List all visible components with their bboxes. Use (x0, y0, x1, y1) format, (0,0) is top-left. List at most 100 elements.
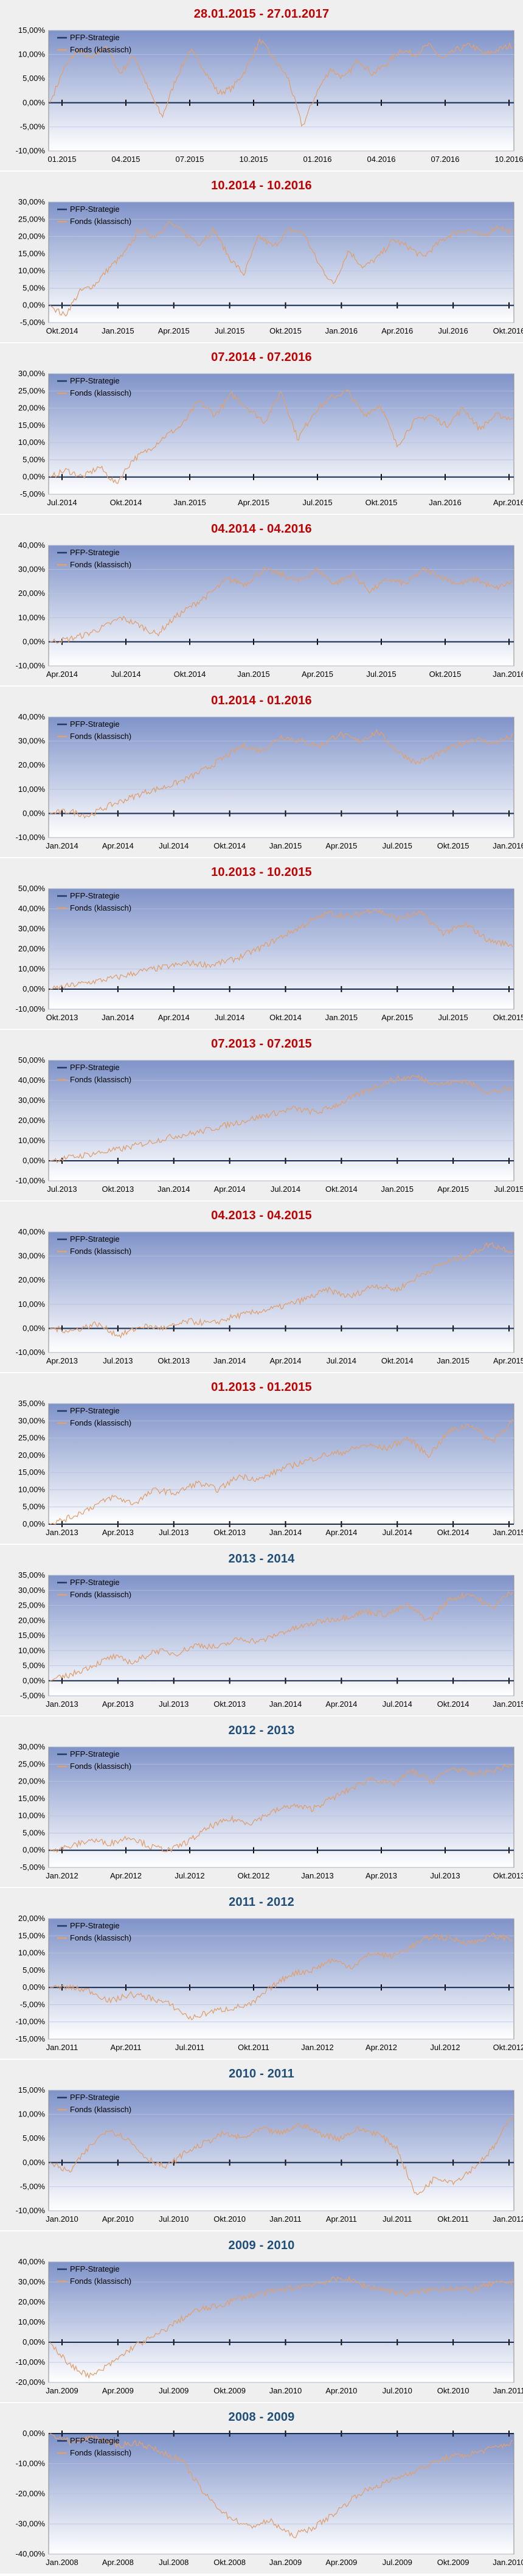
x-tick-label: Apr.2015 (238, 498, 269, 507)
legend-label: PFP-Strategie (70, 548, 120, 557)
chart-panel: 2009 - 2010 40,00% 30,00% 20,00% 10,00% 0,00%… (0, 2231, 523, 2402)
plot-area (48, 716, 514, 838)
x-tick-label: Apr.2008 (102, 2558, 134, 2567)
y-tick-label: 10,00% (18, 785, 46, 794)
y-tick-label: 40,00% (18, 712, 46, 721)
legend: PFP-Strategie Fonds (klassisch) (57, 1063, 131, 1084)
x-tick-label: Jul.2012 (430, 2043, 460, 2052)
x-tick-label: Okt.2016 (493, 326, 523, 335)
legend: PFP-Strategie Fonds (klassisch) (57, 33, 131, 54)
x-tick-label: Jan.2011 (493, 2386, 523, 2395)
x-tick-label: Apr.2014 (214, 1185, 246, 1194)
series-line (49, 1591, 513, 1681)
y-tick-label: 5,00% (23, 1828, 45, 1837)
legend-label: PFP-Strategie (70, 205, 120, 214)
plot-area (48, 1918, 514, 2040)
y-tick-label: 20,00% (18, 1116, 46, 1125)
y-tick-label: 10,00% (18, 1300, 46, 1309)
y-tick-label: 20,00% (18, 1275, 46, 1284)
series-line (49, 1074, 513, 1164)
chart-panel: 01.2013 - 01.2015 35,00% 30,00% 25,00% 20,00… (0, 1373, 523, 1544)
y-tick-label: 20,00% (18, 589, 46, 598)
x-tick-label: Jan.2016 (493, 841, 523, 850)
y-tick-label: 0,00% (23, 2429, 45, 2438)
chart-svg: 40,00%30,00%20,00%10,00%0,00%-10,00%Jan.… (16, 712, 523, 850)
x-tick-label: Jul.2009 (383, 2558, 412, 2567)
legend-label: Fonds (klassisch) (70, 388, 131, 397)
x-tick-label: Jan.2014 (46, 841, 78, 850)
x-tick-label: Jul.2015 (302, 498, 332, 507)
series-line (49, 1419, 513, 1525)
x-tick-label: Okt.2015 (493, 1013, 523, 1022)
x-tick-label: Apr.2015 (437, 1185, 469, 1194)
legend-label: PFP-Strategie (70, 376, 120, 385)
y-tick-label: 10,00% (18, 1811, 46, 1820)
x-tick-label: Okt.2015 (269, 326, 302, 335)
legend-label: PFP-Strategie (70, 1578, 120, 1587)
x-tick-label: Jan.2011 (269, 2214, 302, 2224)
x-tick-label: 10.2016 (495, 155, 523, 164)
x-tick-label: Jan.2010 (46, 2214, 78, 2224)
y-tick-label: 0,00% (23, 1156, 45, 1165)
x-tick-label: Jan.2008 (46, 2558, 78, 2567)
x-tick-label: Jul.2011 (383, 2214, 412, 2224)
chart-panel: 2008 - 2009 0,00% -10,00% -20,00% -30,00% -40… (0, 2403, 523, 2574)
x-tick-label: Apr.2013 (46, 1356, 78, 1365)
chart-panel: 2013 - 2014 35,00% 30,00% 25,00% 20,00% 15,00… (0, 1545, 523, 1715)
plot-area (48, 1403, 514, 1525)
legend-label: Fonds (klassisch) (70, 45, 131, 54)
chart-title: 2009 - 2010 (228, 2239, 295, 2252)
legend: PFP-Strategie Fonds (klassisch) (57, 891, 131, 912)
legend: PFP-Strategie Fonds (klassisch) (57, 2436, 131, 2457)
y-tick-label: 0,00% (23, 1846, 45, 1855)
y-tick-label: -10,00% (16, 661, 46, 670)
y-tick-label: 0,00% (23, 1323, 45, 1332)
chart-svg: 30,00% 25,00% 20,00% 15,00% 10,00% 5,00% 0,00%… (18, 369, 523, 507)
legend: PFP-Strategie Fonds (klassisch) (57, 1234, 131, 1256)
legend-label: Fonds (klassisch) (70, 1762, 131, 1771)
legend-label: Fonds (klassisch) (70, 732, 131, 741)
series-line (49, 566, 513, 644)
legend-label: Fonds (klassisch) (70, 2448, 131, 2457)
y-tick-label: 10,00% (18, 1646, 46, 1655)
x-tick-label: 01.2015 (48, 155, 77, 164)
x-tick-label: Jan.2015 (437, 1356, 469, 1365)
x-tick-label: Apr.2014 (269, 1356, 301, 1365)
legend-label: PFP-Strategie (70, 2436, 120, 2445)
legend-label: Fonds (klassisch) (70, 1418, 131, 1427)
x-tick-label: Okt.2014 (174, 670, 206, 679)
x-tick-label: Jan.2012 (493, 2214, 523, 2224)
y-tick-label: 30,00% (18, 1096, 46, 1105)
y-tick-label: 50,00% (18, 1055, 46, 1065)
y-tick-label: -10,00% (16, 2017, 46, 2026)
legend-label: Fonds (klassisch) (70, 1590, 131, 1599)
y-tick-label: 30,00% (18, 565, 46, 574)
y-tick-label: -5,00% (20, 1691, 46, 1700)
series-line (49, 389, 513, 484)
x-tick-label: Jan.2010 (493, 2558, 523, 2567)
y-tick-label: 5,00% (23, 1502, 45, 1511)
y-tick-label: 15,00% (18, 26, 46, 35)
y-tick-label: -15,00% (16, 2034, 46, 2043)
legend: PFP-Strategie Fonds (klassisch) (57, 1921, 131, 1942)
y-tick-label: -5,00% (20, 2000, 46, 2009)
x-tick-label: Okt.2012 (238, 1871, 270, 1880)
x-tick-label: Apr.2013 (102, 1699, 134, 1709)
y-tick-label: -10,00% (16, 1004, 46, 1013)
x-tick-label: Apr.2015 (302, 670, 333, 679)
chart-svg: 35,00% 30,00% 25,00% 20,00% 15,00% 10,00% 5,00… (18, 1399, 523, 1537)
y-tick-label: 25,00% (18, 1759, 46, 1768)
x-tick-label: Okt.2014 (381, 1356, 414, 1365)
legend-label: Fonds (klassisch) (70, 560, 131, 569)
legend: PFP-Strategie Fonds (klassisch) (57, 205, 131, 226)
chart-panel: 2012 - 2013 30,00% 25,00% 20,00% 15,00% 10,00… (0, 1717, 523, 1887)
x-tick-label: Apr.2013 (365, 1871, 397, 1880)
plot-area (48, 30, 514, 152)
x-tick-label: Jan.2014 (213, 1356, 246, 1365)
legend-label: PFP-Strategie (70, 1063, 120, 1072)
x-tick-label: Okt.2013 (213, 1699, 246, 1709)
legend: PFP-Strategie Fonds (klassisch) (57, 376, 131, 397)
chart-panel: 07.2014 - 07.2016 30,00% 25,00% 20,00% 15,00… (0, 343, 523, 514)
y-tick-label: 20,00% (18, 232, 46, 241)
x-tick-label: Okt.2009 (213, 2386, 246, 2395)
